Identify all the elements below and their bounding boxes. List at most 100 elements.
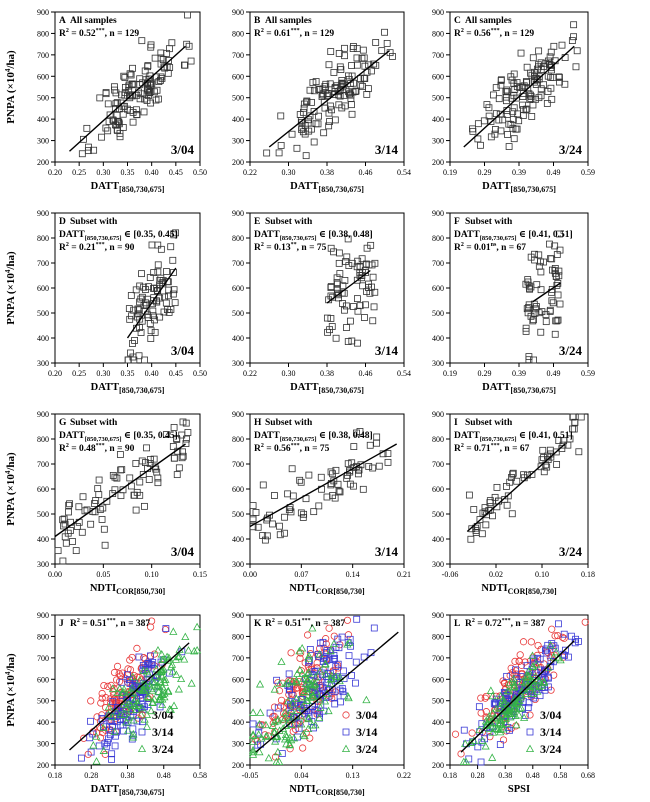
data-point (327, 468, 335, 476)
date-label: 3/04 (171, 142, 195, 157)
data-point-3-24 (254, 730, 263, 738)
data-point (537, 286, 545, 294)
data-point (65, 508, 72, 516)
data-point-3-24 (277, 657, 286, 665)
data-point-3-24 (298, 644, 307, 652)
data-point-3-24 (517, 703, 526, 712)
data-point (138, 270, 145, 278)
data-point-3-24 (537, 681, 547, 689)
y-tick-label: 500 (232, 697, 244, 706)
data-point-3-14 (496, 741, 504, 748)
data-point-3-14 (319, 683, 327, 691)
x-axis-label: NDTICOR[850,730] (289, 784, 365, 797)
data-point-3-14 (474, 743, 482, 751)
data-point (480, 117, 488, 125)
data-point-3-24 (124, 699, 133, 708)
data-point-3-24 (485, 715, 494, 723)
y-tick-label: 400 (37, 115, 49, 124)
y-tick-label: 700 (37, 51, 49, 60)
data-point-3-04 (98, 689, 106, 698)
data-point (167, 306, 175, 313)
x-axis-label: DATT[850,730,675] (290, 181, 364, 194)
data-point (354, 307, 362, 315)
stat-label: R2 = 0.48***, n = 90 (59, 443, 135, 454)
data-point-3-24 (255, 720, 264, 728)
panel-letter: H (254, 418, 262, 428)
data-point (548, 285, 556, 293)
data-point (153, 73, 160, 81)
data-point (509, 469, 517, 477)
data-point-3-14 (156, 703, 164, 711)
data-point (474, 120, 482, 128)
data-point-3-14 (339, 688, 347, 696)
data-point-3-24 (297, 719, 306, 728)
data-point (110, 117, 117, 125)
data-point (305, 116, 313, 124)
data-point-3-24 (509, 683, 518, 691)
x-axis-label: DATT[850,730,675] (91, 181, 165, 194)
stat-label: R2 = 0.51***, n = 387 (70, 618, 150, 629)
data-point (534, 65, 541, 73)
data-point (111, 486, 119, 494)
data-point (310, 508, 318, 516)
data-point (288, 465, 296, 473)
data-point (300, 100, 308, 108)
y-tick-label: 400 (232, 718, 244, 727)
y-tick-label: 700 (232, 654, 244, 663)
data-point-3-24 (496, 715, 505, 723)
data-point-3-24 (532, 660, 541, 668)
data-point-3-24 (261, 720, 271, 729)
data-point-3-24 (326, 679, 335, 688)
data-point (115, 118, 123, 126)
data-point (142, 299, 150, 307)
data-point (140, 283, 148, 291)
data-point (281, 513, 288, 521)
data-point (259, 532, 267, 539)
data-point (472, 527, 480, 534)
data-point (507, 121, 515, 128)
data-point (485, 112, 493, 120)
data-point (503, 93, 510, 101)
data-point (537, 268, 545, 276)
data-point (359, 83, 366, 90)
data-point-3-24 (522, 671, 531, 679)
data-point-3-24 (459, 757, 468, 765)
data-point (252, 509, 260, 516)
data-point-3-14 (319, 638, 327, 646)
data-point-3-14 (506, 726, 513, 734)
x-tick-label: 0.40 (145, 168, 159, 177)
data-point (310, 87, 318, 95)
data-point-3-24 (158, 655, 167, 663)
data-point-3-04 (482, 708, 490, 716)
y-tick-label: 800 (37, 632, 49, 641)
y-tick-label: 600 (37, 485, 49, 494)
data-point-3-14 (548, 640, 556, 647)
data-point (146, 274, 154, 281)
data-point-3-14 (334, 660, 342, 668)
data-point-3-14 (139, 718, 146, 726)
data-point (510, 70, 518, 78)
data-point (571, 419, 579, 426)
data-point-3-24 (529, 689, 538, 697)
data-point-3-24 (99, 723, 108, 732)
data-point-3-24 (498, 696, 507, 705)
data-point (523, 305, 531, 313)
data-point (171, 299, 179, 307)
data-point-3-24 (165, 705, 174, 713)
data-point-3-24 (556, 655, 565, 664)
data-point-3-14 (330, 693, 338, 701)
data-point (568, 37, 576, 45)
data-point (362, 301, 369, 309)
data-point-3-24 (501, 719, 511, 727)
data-point-3-24 (270, 717, 279, 726)
data-point (369, 273, 377, 281)
data-point (556, 230, 563, 238)
data-point-3-04 (96, 734, 105, 742)
x-tick-label: -0.06 (442, 570, 459, 579)
data-point (553, 317, 561, 325)
data-point-3-24 (268, 721, 277, 729)
data-point (486, 497, 494, 505)
data-point (357, 461, 365, 469)
data-point (98, 516, 106, 523)
data-point-3-14 (340, 675, 348, 683)
